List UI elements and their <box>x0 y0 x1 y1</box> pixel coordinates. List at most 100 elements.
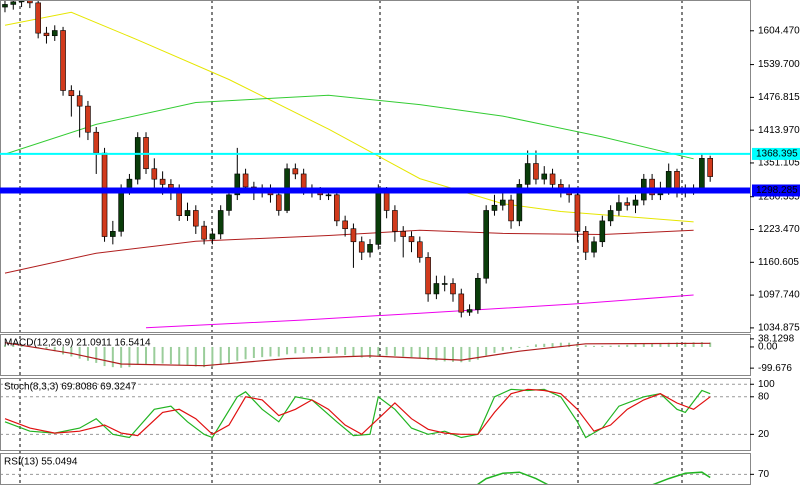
candle-body <box>275 194 282 211</box>
candle-body <box>209 233 216 240</box>
indicator-line <box>4 11 694 223</box>
y-tick-label: 38.1298 <box>758 333 795 344</box>
candle-body <box>292 168 299 175</box>
candle-body <box>624 202 631 206</box>
candle-body <box>491 204 498 211</box>
candle-body <box>417 241 423 258</box>
candle-body <box>375 189 382 245</box>
candle-body <box>466 309 473 313</box>
panel-border <box>0 0 751 333</box>
y-tick-label: 1539.700 <box>758 59 800 70</box>
candle-body <box>350 228 357 243</box>
indicator-line <box>4 342 711 367</box>
y-tick-label: 1223.470 <box>758 224 800 235</box>
candle-body <box>483 210 489 279</box>
panel-candlestick <box>2 0 713 329</box>
y-tick-label: 1286.335 <box>758 191 800 202</box>
candle-body <box>134 137 141 180</box>
candle-body <box>499 199 506 206</box>
candle-body <box>93 131 100 154</box>
candle-body <box>342 220 348 230</box>
panel-border <box>0 378 751 451</box>
level-label: 1298.285 <box>756 185 798 196</box>
candle-body <box>325 194 332 197</box>
candle-body <box>60 30 66 91</box>
candle-body <box>358 241 365 253</box>
y-tick-label: 1160.605 <box>758 257 799 268</box>
candle-body <box>408 236 415 243</box>
candle-body <box>392 210 398 232</box>
y-tick-label: 100 <box>758 379 775 390</box>
y-tick-label: -99.676 <box>758 363 792 374</box>
panel-title: RSI(13) 55.0494 <box>4 457 78 468</box>
candle-body <box>27 0 33 4</box>
candle-body <box>458 293 465 313</box>
level-label-box <box>752 184 800 197</box>
candle-body <box>665 171 672 190</box>
candle-body <box>184 210 191 216</box>
y-tick-label: 1351.105 <box>758 158 800 169</box>
indicator-line <box>475 471 711 485</box>
candle-body <box>217 210 224 235</box>
candle-body <box>649 178 655 196</box>
indicator-line <box>4 94 694 160</box>
candle-body <box>176 189 183 216</box>
candle-body <box>616 202 622 211</box>
candle-body <box>607 210 614 222</box>
candle-body <box>35 2 41 34</box>
candle-body <box>151 168 158 180</box>
panel-title: Stoch(8,3,3) 69.8086 69.3247 <box>4 382 137 393</box>
y-tick-label: 1034.875 <box>758 323 800 334</box>
panel-rsi <box>0 471 750 485</box>
candle-body <box>192 210 199 227</box>
candle-body <box>582 231 589 253</box>
candle-body <box>51 30 58 37</box>
candle-body <box>159 178 166 185</box>
candle-body <box>300 173 307 190</box>
level-label: 1368.395 <box>756 149 798 160</box>
candle-body <box>475 277 481 310</box>
candle-body <box>433 283 440 295</box>
candle-body <box>68 90 75 97</box>
candle-body <box>76 95 83 107</box>
candle-body <box>599 220 606 243</box>
candle-body <box>334 194 340 222</box>
candle-body <box>450 283 456 295</box>
candle-body <box>632 199 639 206</box>
candle-body <box>234 173 241 196</box>
y-tick-label: 0.00 <box>758 342 778 353</box>
indicator-line <box>4 388 711 437</box>
y-tick-label: 20 <box>758 429 770 440</box>
candle-body <box>541 173 548 180</box>
candle-body <box>101 152 108 237</box>
candle-body <box>400 231 407 237</box>
candle-body <box>85 105 91 133</box>
candle-body <box>508 199 514 222</box>
panel-macd <box>3 342 712 368</box>
candle-body <box>110 231 116 237</box>
level-label-box <box>752 147 800 160</box>
y-tick-label: 80 <box>758 391 770 402</box>
panel-title: MACD(12,26,9) 21.0911 16.5414 <box>4 338 151 349</box>
candle-body <box>533 163 539 180</box>
candle-body <box>699 158 705 190</box>
candle-body <box>10 1 17 5</box>
y-tick-label: 70 <box>758 469 770 480</box>
candle-body <box>516 184 523 222</box>
indicator-line <box>145 294 694 329</box>
y-tick-label: 1413.970 <box>758 125 800 136</box>
candle-body <box>201 225 207 240</box>
candle-body <box>574 194 581 232</box>
y-tick-label: 1604.470 <box>758 25 800 36</box>
panel-border <box>0 334 751 376</box>
candle-body <box>118 189 124 232</box>
candle-body <box>226 194 232 211</box>
y-tick-label: 1476.815 <box>758 92 800 103</box>
candle-body <box>524 163 531 185</box>
candle-body <box>367 244 373 253</box>
candle-body <box>591 241 597 253</box>
candle-body <box>707 158 713 177</box>
y-tick-label: 1097.740 <box>758 290 800 301</box>
